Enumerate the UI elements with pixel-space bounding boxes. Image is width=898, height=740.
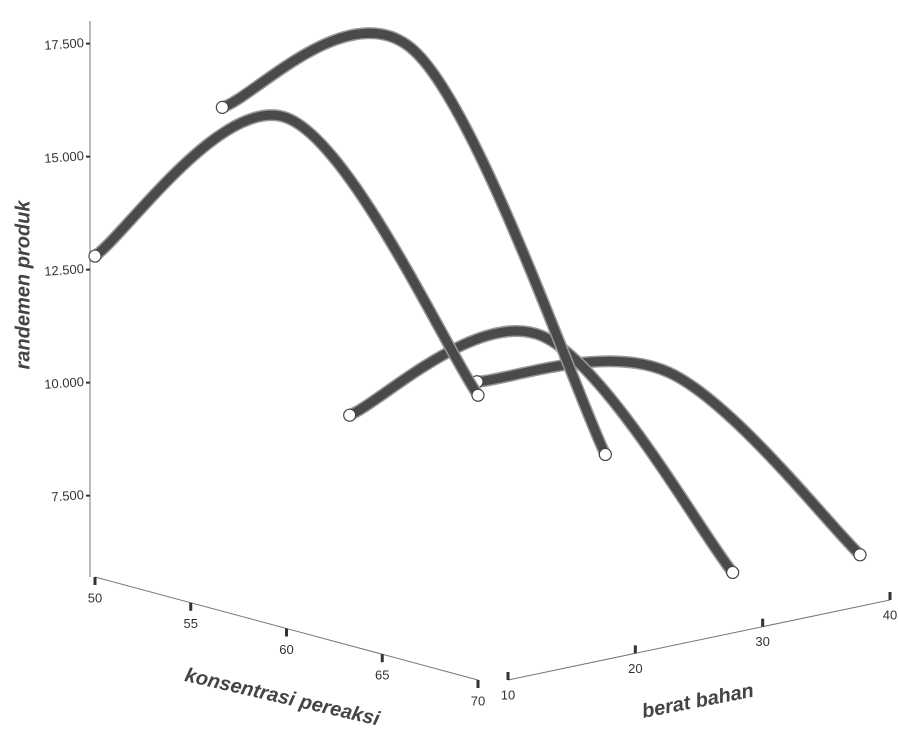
- z-tick-label: 10: [501, 687, 515, 702]
- y-tick-label: 17.500: [44, 35, 85, 53]
- curve-outline: [471, 355, 866, 561]
- y-tick-label: 7.500: [51, 487, 85, 504]
- point-marker: [726, 565, 740, 580]
- point-marker: [343, 408, 357, 422]
- curve: [345, 326, 738, 577]
- z-tick-label: 20: [628, 661, 642, 676]
- y-tick-label: 12.500: [44, 261, 85, 279]
- curve: [217, 28, 610, 459]
- curve-outline: [216, 27, 612, 461]
- point-marker: [598, 447, 612, 462]
- x-tick-label: 55: [184, 616, 198, 631]
- curve: [472, 356, 865, 560]
- x-axis-label: konsentrasi pereaksi: [183, 664, 382, 730]
- x-tick-label: 65: [375, 668, 389, 683]
- curve: [90, 110, 483, 400]
- z-axis: [507, 599, 891, 681]
- point-marker: [88, 249, 102, 263]
- point-marker: [215, 100, 229, 114]
- y-axis-label: randemen produk: [12, 200, 34, 370]
- z-axis-label: berat bahan: [640, 680, 755, 723]
- point-marker: [471, 388, 485, 402]
- curve-outline: [89, 109, 484, 402]
- z-tick-label: 30: [755, 634, 769, 649]
- y-tick-label: 15.000: [44, 148, 85, 166]
- x-tick-label: 70: [471, 693, 485, 708]
- x-tick-label: 50: [88, 590, 102, 605]
- z-tick-label: 40: [883, 607, 897, 622]
- point-marker: [853, 548, 867, 562]
- x-tick-label: 60: [279, 642, 293, 657]
- y-tick-label: 10.000: [44, 374, 85, 392]
